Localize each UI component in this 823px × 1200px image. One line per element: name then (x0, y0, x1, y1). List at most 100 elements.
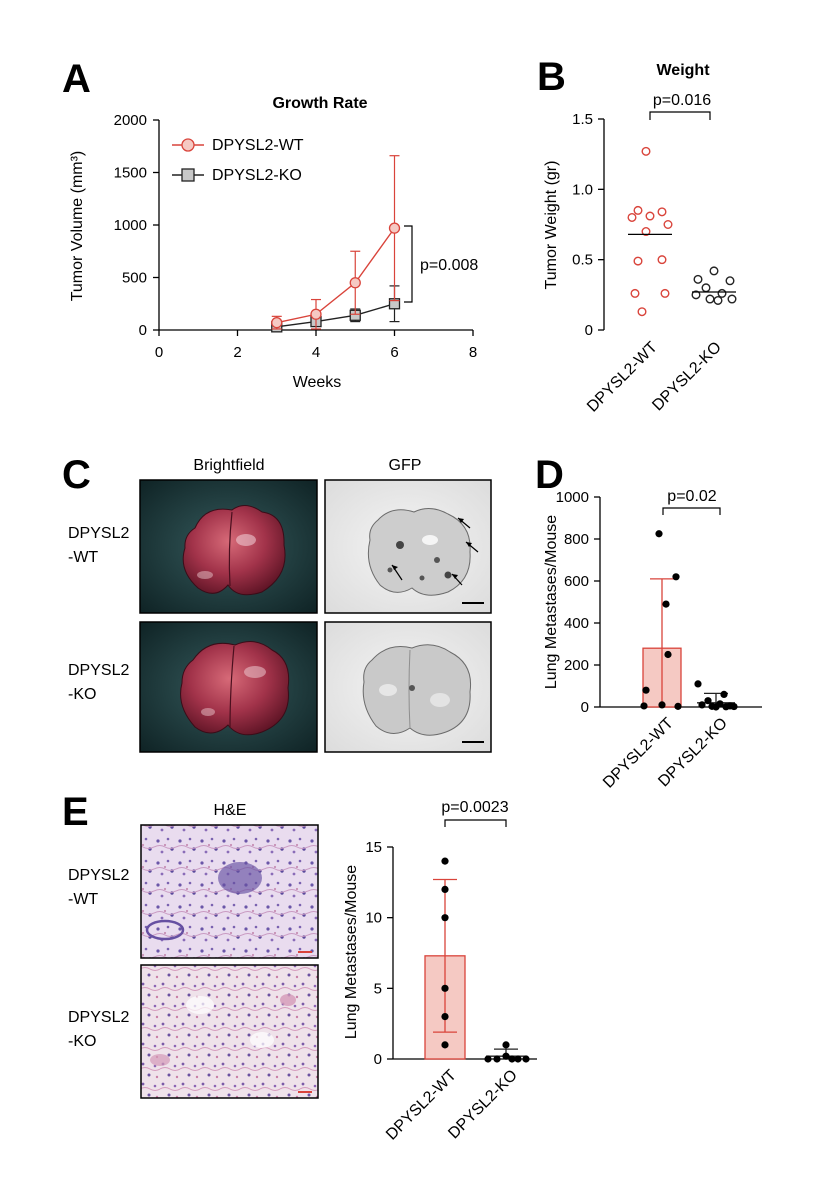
data-point (640, 702, 648, 710)
panel-c-gfp-label: GFP (389, 457, 422, 474)
y-tick-label: 1.0 (572, 181, 593, 198)
x-tick-label: 2 (233, 344, 241, 361)
data-point-wt (663, 219, 673, 229)
data-point (508, 1055, 516, 1063)
data-point (662, 600, 670, 608)
data-point-wt (633, 256, 643, 266)
data-point-ko (713, 295, 723, 305)
y-tick-label: 0 (139, 322, 147, 339)
data-point-ko (693, 274, 703, 284)
chart-a: 0 500 1000 1500 2000 0 2 4 6 8 (114, 112, 478, 361)
y-tick-label: 0.5 (572, 252, 593, 269)
data-point-ko (701, 283, 711, 293)
data-point (502, 1041, 510, 1049)
legend-marker-ko (181, 168, 195, 182)
data-point-wt (657, 207, 667, 217)
data-point (658, 701, 666, 709)
panel-e-row1-label-line2: -WT (68, 891, 98, 908)
gfp-ko-image (324, 621, 492, 753)
chart-a-title: Growth Rate (272, 95, 367, 112)
chart-d-pvalue: p=0.02 (667, 488, 716, 505)
x-category-label: DPYSL2-WT (584, 339, 661, 416)
y-tick-label: 1500 (114, 165, 147, 182)
panel-e-row2-label-line1: DPYSL2 (68, 1009, 129, 1026)
he-wt-image (140, 824, 319, 959)
data-point-wt (310, 308, 322, 320)
chart-a-ylabel: Tumor Volume (mm³) (69, 151, 86, 302)
data-point (441, 857, 449, 865)
data-point (441, 1041, 449, 1049)
y-tick-label: 1000 (556, 489, 589, 506)
y-tick-label: 600 (564, 573, 589, 590)
data-point-wt (271, 316, 283, 329)
y-tick-label: 15 (365, 839, 382, 856)
data-point-ko (705, 294, 715, 304)
data-point-wt (627, 212, 637, 222)
data-point (441, 885, 449, 894)
x-tick-label: 4 (312, 344, 320, 361)
x-category-label: DPYSL2-KO (649, 339, 725, 415)
data-point (674, 702, 682, 710)
panel-c-row2-label-line2: -KO (68, 686, 96, 703)
data-point (664, 650, 672, 659)
data-point (722, 703, 730, 711)
y-tick-label: 200 (564, 657, 589, 674)
chart-b-title: Weight (656, 62, 710, 79)
brightfield-ko-image (139, 621, 318, 753)
data-point (493, 1055, 501, 1063)
data-point (720, 690, 728, 699)
chart-b-ylabel: Tumor Weight (gr) (543, 161, 560, 290)
data-point-wt (660, 288, 670, 298)
data-point (441, 1013, 449, 1021)
series-line-wt (276, 227, 396, 324)
y-tick-label: 0 (585, 322, 593, 339)
data-point-ko (727, 294, 737, 304)
data-point-ko (709, 266, 719, 276)
significance-bracket (649, 111, 711, 120)
x-tick-label: 6 (390, 344, 398, 361)
x-tick-label: 0 (155, 344, 163, 361)
panel-e-row1-label-line1: DPYSL2 (68, 867, 129, 884)
panel-e-row2-label-line2: -KO (68, 1033, 96, 1050)
panel-c-brightfield-label: Brightfield (193, 457, 264, 474)
significance-bracket (404, 225, 413, 303)
gfp-wt-image (324, 479, 492, 614)
data-point (655, 530, 663, 538)
panel-c-row2-label-line1: DPYSL2 (68, 662, 129, 679)
data-point-wt (388, 222, 401, 234)
data-point (522, 1055, 530, 1063)
y-tick-label: 0 (374, 1051, 382, 1068)
chart-d-ylabel: Lung Metastases/Mouse (543, 515, 560, 689)
panel-letter-a: A (62, 57, 91, 101)
data-point (698, 701, 706, 709)
data-point (672, 573, 680, 581)
y-tick-label: 5 (374, 980, 382, 997)
chart-a-legend-ko: DPYSL2-KO (212, 167, 302, 184)
y-tick-label: 10 (365, 910, 382, 927)
panel-e-he-label: H&E (214, 802, 247, 819)
panel-letter-e: E (62, 790, 89, 834)
y-tick-label: 1000 (114, 217, 147, 234)
y-tick-label: 0 (581, 699, 589, 716)
data-point-wt (641, 227, 651, 237)
data-point-wt (645, 211, 655, 221)
significance-bracket (444, 819, 507, 827)
data-point-wt (633, 205, 643, 215)
chart-e-ylabel: Lung Metastases/Mouse (343, 865, 360, 1039)
panel-c-row1-label-line2: -WT (68, 549, 98, 566)
data-point-ko (725, 276, 735, 286)
chart-e-pvalue: p=0.0023 (441, 799, 508, 816)
y-tick-label: 500 (122, 270, 147, 287)
panel-c-row1-label-line1: DPYSL2 (68, 525, 129, 542)
y-tick-label: 1.5 (572, 111, 593, 128)
legend-marker-wt (181, 138, 195, 152)
panel-letter-c: C (62, 453, 91, 497)
he-ko-image (140, 964, 319, 1099)
data-point-ko (691, 290, 701, 300)
x-tick-label: 8 (469, 344, 477, 361)
y-tick-label: 2000 (114, 112, 147, 129)
data-point (704, 697, 712, 705)
